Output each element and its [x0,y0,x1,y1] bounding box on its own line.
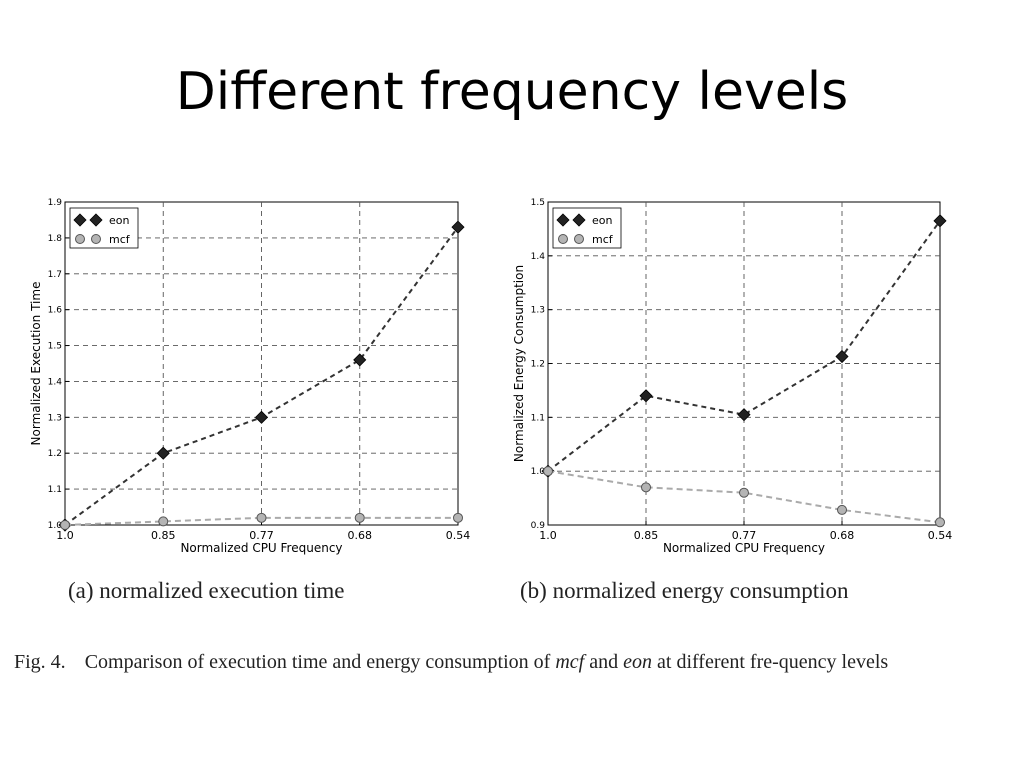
data-point-mcf [256,512,267,523]
x-tick-label: 0.54 [446,529,471,542]
x-tick-label: 0.85 [634,529,659,542]
x-tick-label: 0.68 [830,529,855,542]
legend-label-mcf: mcf [109,233,131,246]
legend-marker-mcf [75,234,85,244]
y-tick-label: 1.7 [48,270,62,280]
figure-text-1: Comparison of execution time and energy … [84,651,556,673]
y-tick-label: 1.5 [531,198,545,208]
x-tick-label: 0.68 [348,529,373,542]
legend-marker-eon [556,213,570,227]
y-tick-label: 1.2 [531,360,545,370]
subcaption-b: (b) normalized energy consumption [520,578,849,603]
x-axis-label: Normalized CPU Frequency [180,541,342,555]
data-point-mcf [641,482,651,493]
x-tick-label: 1.0 [539,529,557,542]
plot-frame [64,201,459,526]
data-point-eon [254,410,269,424]
y-tick-label: 1.0 [531,467,546,477]
y-tick-label: 0.9 [531,521,546,531]
data-point-mcf [158,516,169,527]
y-tick-label: 1.8 [48,234,63,244]
x-tick-label: 0.77 [249,529,274,542]
data-point-eon [156,446,170,460]
data-point-eon [737,408,751,422]
legend-marker-mcf [558,234,568,244]
series-line-eon [547,220,941,472]
y-tick-label: 1.2 [48,449,62,459]
y-tick-label: 1.3 [48,413,62,423]
data-point-mcf [453,512,463,523]
legend-marker-eon [89,213,103,227]
data-point-eon [451,220,465,234]
figure-caption: Fig. 4. Comparison of execution time and… [14,648,1004,677]
data-point-mcf [739,487,749,498]
data-point-eon [639,389,653,403]
x-axis-label: Normalized CPU Frequency [663,541,825,555]
legend-label-eon: eon [592,214,612,227]
figure-eon: eon [623,651,653,673]
y-tick-label: 1.4 [531,252,546,262]
figure-mcf: mcf [555,651,585,673]
legend-marker-mcf [91,234,101,244]
y-tick-label: 1.4 [48,377,63,387]
data-point-mcf [60,520,70,530]
series-line-mcf [64,516,458,526]
y-tick-label: 1.5 [48,342,62,352]
data-point-eon [835,349,849,364]
chart-execution-time: 1.0 1.1 1.2 1.3 1.4 1.5 1.6 1.7 1.8 1.9 1.0 0.85 0.7… [29,198,471,555]
slide-title: Different frequency levels [175,62,849,122]
figure-text-2: at different fre-quency levels [652,651,889,673]
x-tick-label: 1.0 [56,529,74,542]
data-point-eon [933,214,947,228]
figure-label: Fig. 4. [14,651,66,673]
legend-marker-eon [73,213,87,227]
y-tick-label: 1.9 [48,198,63,208]
data-point-mcf [837,504,847,515]
data-point-mcf [935,517,945,528]
legend-marker-mcf [574,234,584,244]
x-tick-label: 0.85 [151,529,176,542]
y-tick-label: 1.3 [531,306,545,316]
legend-label-mcf: mcf [592,233,614,246]
y-tick-label: 1.6 [48,306,63,316]
data-point-mcf [543,466,553,477]
subcaption-a: (a) normalized execution time [68,578,345,603]
x-tick-label: 0.54 [928,529,953,542]
x-tick-label: 0.77 [732,529,757,542]
y-tick-label: 1.1 [531,413,545,423]
y-axis-label: Normalized Execution Time [29,282,43,446]
legend-label-eon: eon [109,214,129,227]
data-point-eon [353,353,367,367]
legend-marker-eon [572,213,586,227]
y-axis-label: Normalized Energy Consumption [512,265,526,462]
data-point-mcf [354,512,365,523]
chart-energy-consumption: 0.91.01.11.21.31.41.51.0 0.85 0.77 0.68 0.54… [512,198,953,555]
figure-and: and [584,651,624,673]
y-tick-label: 1.1 [48,485,62,495]
y-tick-label: 1.0 [48,521,63,531]
